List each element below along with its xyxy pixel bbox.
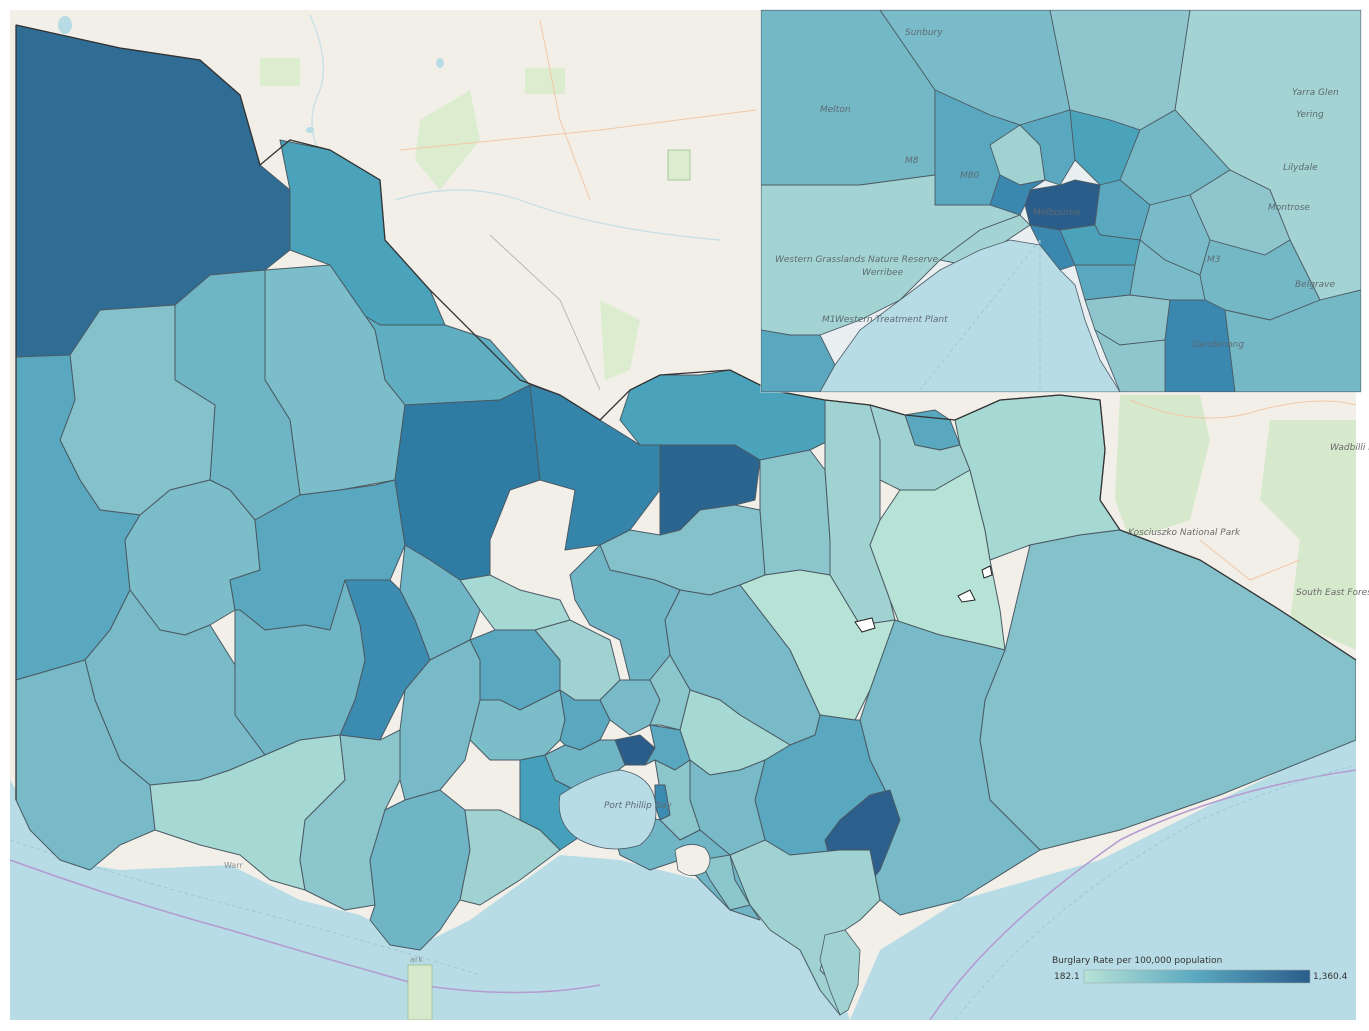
port-phillip-bay (558, 769, 657, 850)
region-glenelg[interactable] (15, 659, 156, 871)
inset-label-melton: Melton (820, 105, 851, 115)
ocean (850, 735, 1356, 1020)
park-area (260, 58, 300, 86)
region-surf-coast[interactable] (459, 809, 561, 906)
inset-label-m80: M80 (960, 171, 979, 181)
inset-label-dandenong: Dandenong (1192, 340, 1244, 350)
inset-label-m8: M8 (905, 156, 919, 166)
inset-frankston[interactable] (1094, 328, 1166, 392)
region-alpine[interactable] (869, 469, 1006, 651)
inset-label-sunbury: Sunbury (905, 28, 943, 38)
park-area (1115, 395, 1210, 540)
park-area (667, 149, 691, 181)
ark-label: ark (410, 955, 423, 964)
park-area (415, 90, 480, 190)
color-legend: Burglary Rate per 100,000 population 182… (1052, 956, 1348, 984)
french-island (674, 844, 711, 876)
inset-label-belgrave: Belgrave (1295, 280, 1335, 290)
ocean (10, 800, 850, 1020)
legend-min-label: 182.1 (1054, 972, 1080, 982)
warr-label: Warr (224, 861, 243, 870)
region-loddon[interactable] (394, 384, 541, 581)
kosciuszko-label: Kosciuszko National Park (1128, 528, 1241, 538)
lga-regions (15, 24, 1356, 1016)
inset-label-western-treatment: Western Treatment Plant (835, 315, 948, 325)
inset-label-montrose: Montrose (1268, 203, 1310, 213)
port-phillip-label: Port Phillip Bay (604, 801, 672, 811)
legend-title: Burglary Rate per 100,000 population (1052, 956, 1222, 966)
wadbilliga-label: Wadbilli Nation Park (1330, 443, 1369, 453)
inset-label-m3: M3 (1207, 255, 1221, 265)
inset-glen-eira[interactable] (1074, 264, 1136, 301)
inset-label-lilydale: Lilydale (1283, 163, 1318, 173)
inset-label-yering: Yering (1296, 110, 1324, 120)
south-east-forest-label: South East Forest National Park (1296, 588, 1369, 598)
inset-label-melbourne: Melbourne (1033, 208, 1081, 218)
region-benalla[interactable] (759, 449, 831, 576)
region-south-gippsland[interactable] (729, 839, 881, 1016)
park-area (1260, 420, 1356, 650)
park-area (525, 68, 565, 94)
region-nillumbik[interactable] (649, 654, 691, 731)
inset-label-yarra-glen: Yarra Glen (1292, 88, 1339, 98)
legend-gradient-bar (1083, 969, 1311, 984)
park-area (600, 300, 640, 380)
inset-bay (819, 239, 1121, 392)
inset-label-grasslands: Western Grasslands Nature Reserve (775, 255, 939, 265)
melbourne-inset[interactable]: Sunbury Melton M8 M80 Melbourne Werribee… (760, 9, 1362, 393)
inset-casey[interactable] (1224, 289, 1361, 392)
state-border (15, 24, 1357, 661)
inset-label-m1: M1 (822, 315, 836, 325)
maritime-boundary (929, 769, 1356, 1020)
wilsons-promontory[interactable] (819, 929, 861, 1016)
inset-maribyrnong[interactable] (989, 174, 1046, 216)
legend-max-label: 1,360.4 (1313, 972, 1348, 982)
maritime-boundary (10, 859, 601, 994)
inset-label-werribee: Werribee (862, 268, 904, 278)
